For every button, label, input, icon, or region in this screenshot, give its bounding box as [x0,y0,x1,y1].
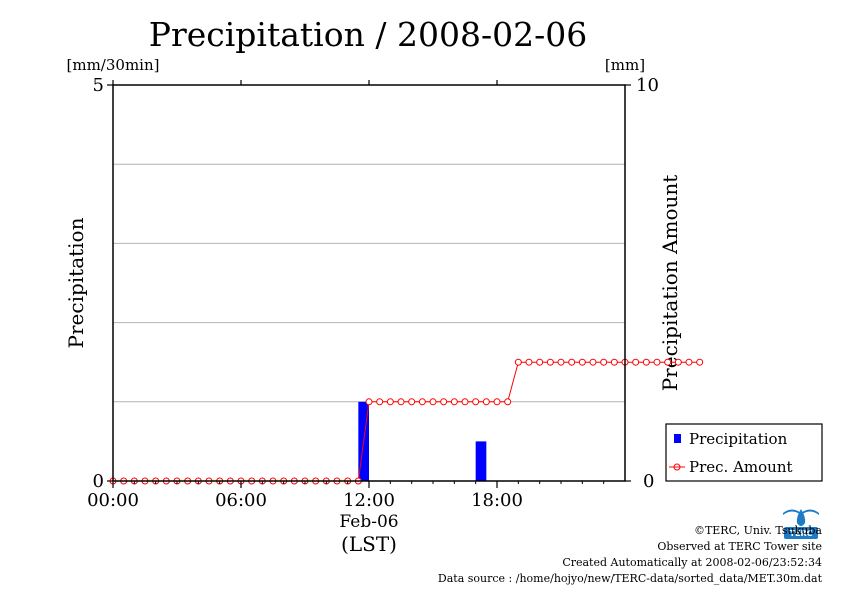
amount-point [376,398,384,406]
x-date-label: Feb-06 [339,512,398,532]
grid-lines [113,163,625,403]
amount-point [482,398,490,406]
amount-point [664,358,672,366]
amount-point [536,358,544,366]
amount-point [632,358,640,366]
amount-point [557,358,565,366]
left-axis-label: Precipitation [64,217,88,348]
legend-precipitation-label: Precipitation [689,430,788,448]
amount-point [504,398,512,406]
amount-point [578,358,586,366]
amount-point [546,358,554,366]
amount-point [696,358,704,366]
credits: ©TERC, Univ. Tsukuba Observed at TERC To… [438,523,822,587]
legend: Precipitation Prec. Amount [665,423,823,482]
terc-logo-mark: TERC [783,509,819,539]
amount-point [674,358,682,366]
right-tick-label-min: 0 [643,471,654,492]
amount-point [685,358,693,366]
amount-point [568,358,576,366]
amount-point [418,398,426,406]
axis-ticks [107,80,631,488]
right-axis-unit: [mm] [605,56,645,74]
x-tick-label-0000: 00:00 [87,490,139,511]
amount-point [429,398,437,406]
source-text: Data source : /home/hojyo/new/TERC-data/… [437,572,822,585]
amount-point [450,398,458,406]
chart-title: Precipitation / 2008-02-06 [149,15,587,54]
amount-point [589,358,597,366]
amount-point [386,398,394,406]
left-tick-label-max: 5 [93,75,104,96]
amount-point [653,358,661,366]
amount-point [493,398,501,406]
right-axis-label: Precipitation Amount [658,175,682,392]
left-axis-unit: [mm/30min] [67,56,160,74]
precipitation-bars [358,401,487,481]
terc-logo: TERC [780,503,822,541]
amount-point [514,358,522,366]
x-tick-label-1200: 12:00 [343,490,395,511]
amount-point [440,398,448,406]
created-text: Created Automatically at 2008-02-06/23:5… [562,556,822,569]
x-tick-label-0600: 06:00 [215,490,267,511]
amount-point [610,358,618,366]
logo-text: TERC [790,529,813,538]
legend-box [665,423,823,482]
amount-point [365,398,373,406]
amount-point [408,398,416,406]
amount-point [525,358,533,366]
amount-point [642,358,650,366]
x-tick-label-1800: 18:00 [471,490,523,511]
amount-line [113,361,700,482]
legend-precipitation-swatch [674,434,681,443]
amount-point [461,398,469,406]
amount-point [397,398,405,406]
left-tick-label-min: 0 [93,471,104,492]
copyright-text: ©TERC, Univ. Tsukuba [693,524,822,537]
legend-amount-label: Prec. Amount [689,458,793,476]
x-zone-label: (LST) [341,532,397,556]
observed-text: Observed at TERC Tower site [657,540,822,553]
amount-point [472,398,480,406]
precipitation-bar [475,441,487,481]
right-tick-label-max: 10 [636,75,659,96]
amount-series [109,358,704,485]
legend-amount-marker [673,463,681,471]
amount-point [600,358,608,366]
